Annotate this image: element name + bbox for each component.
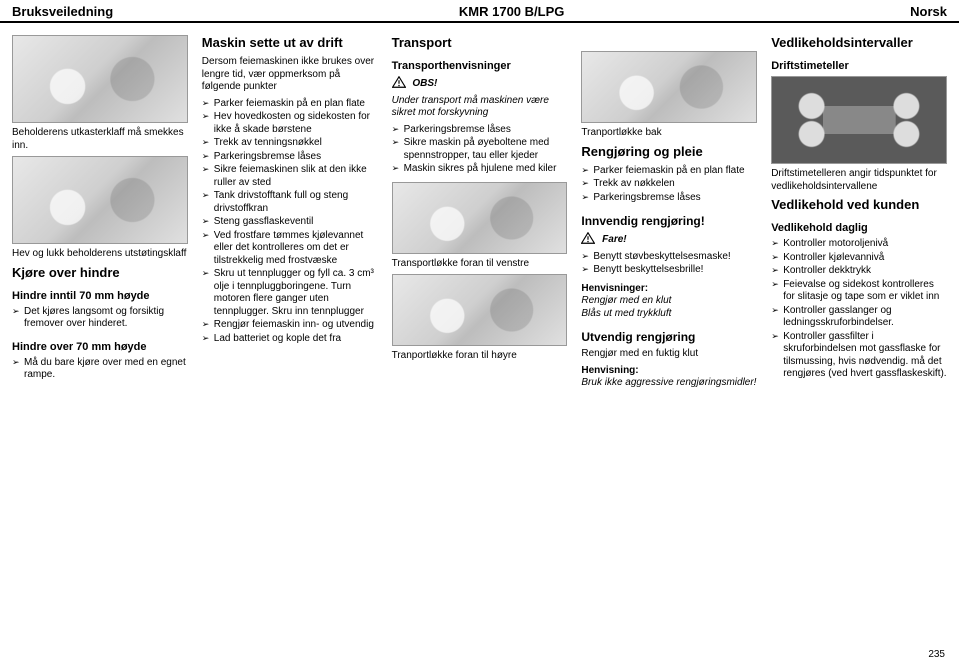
- list-item: Kontroller gassfilter i skruforbindelsen…: [771, 331, 947, 381]
- list-item: Rengjør feiemaskin inn- og utvendig: [202, 319, 378, 332]
- obs-text: Under transport må maskinen være sikret …: [392, 95, 568, 120]
- heading-daily: Vedlikehold daglig: [771, 222, 947, 234]
- col-2: Maskin sette ut av drift Dersom feiemask…: [202, 31, 378, 394]
- list-item: Sikre maskin på øyeboltene med spennstro…: [392, 137, 568, 162]
- col-1: Beholderens utkasterklaff må smekkes inn…: [12, 31, 188, 394]
- list-out-of-service: Parker feiemaskin på en plan flate Hev h…: [202, 98, 378, 346]
- page-body: Beholderens utkasterklaff må smekkes inn…: [0, 23, 959, 394]
- list-under70: Det kjøres langsomt og forsiktig fremove…: [12, 306, 188, 331]
- obs-line: OBS!: [392, 76, 568, 91]
- henv-line-1: Rengjør med en klut: [581, 295, 671, 306]
- list-item: Sikre feiemaskinen slik at den ikke rull…: [202, 164, 378, 189]
- image-loop-back: [581, 51, 757, 123]
- henv2-text: Bruk ikke aggressive rengjøringsmidler!: [581, 377, 756, 388]
- list-item: Parkeringsbremse låses: [202, 151, 378, 164]
- list-item: Ved frostfare tømmes kjølevannet eller d…: [202, 230, 378, 268]
- heading-drive-over: Kjøre over hindre: [12, 265, 188, 280]
- image-flap-1: [12, 35, 188, 123]
- list-item: Feievalse og sidekost kontrolleres for s…: [771, 279, 947, 304]
- list-item: Trekk av tenningsnøkkel: [202, 137, 378, 150]
- header-center: KMR 1700 B/LPG: [459, 4, 564, 19]
- obs-label: OBS!: [412, 78, 437, 89]
- caption-flap-2: Hev og lukk beholderens utstøtingsklaff: [12, 248, 188, 261]
- warning-icon: [581, 232, 595, 244]
- caption-loop-left: Transportløkke foran til venstre: [392, 258, 568, 271]
- heading-hour-meter: Driftstimeteller: [771, 60, 947, 72]
- heading-outer-clean: Utvendig rengjøring: [581, 330, 757, 344]
- page-header: Bruksveiledning KMR 1700 B/LPG Norsk: [0, 0, 959, 23]
- list-item: Kontroller motoroljenivå: [771, 238, 947, 251]
- col-4: Tranportløkke bak Rengjøring og pleie Pa…: [581, 31, 757, 394]
- list-daily: Kontroller motoroljenivå Kontroller kjøl…: [771, 238, 947, 381]
- list-item: Parker feiemaskin på en plan flate: [581, 165, 757, 178]
- caption-hour-meter: Driftstimetelleren angir tidspunktet for…: [771, 168, 947, 193]
- image-hour-meter-panel: [771, 76, 947, 164]
- heading-transport: Transport: [392, 35, 568, 50]
- list-item: Må du bare kjøre over med en egnet rampe…: [12, 357, 188, 382]
- outer-clean-text: Rengjør med en fuktig klut: [581, 348, 757, 361]
- list-item: Parkeringsbremse låses: [392, 124, 568, 137]
- image-loop-right: [392, 274, 568, 346]
- fare-line: Fare!: [581, 232, 757, 247]
- list-item: Trekk av nøkkelen: [581, 178, 757, 191]
- heading-out-of-service: Maskin sette ut av drift: [202, 35, 378, 50]
- list-item: Det kjøres langsomt og forsiktig fremove…: [12, 306, 188, 331]
- heading-under70: Hindre inntil 70 mm høyde: [12, 290, 188, 302]
- para-intro: Dersom feiemaskinen ikke brukes over len…: [202, 56, 378, 94]
- list-item: Parker feiemaskin på en plan flate: [202, 98, 378, 111]
- col-5: Vedlikeholdsintervaller Driftstimeteller…: [771, 31, 947, 394]
- list-item: Skru ut tennplugger og fyll ca. 3 cm³ ol…: [202, 268, 378, 318]
- henvisning-block: Henvisning: Bruk ikke aggressive rengjør…: [581, 365, 757, 390]
- list-item: Kontroller gasslanger og ledningsskrufor…: [771, 305, 947, 330]
- heading-over70: Hindre over 70 mm høyde: [12, 341, 188, 353]
- list-over70: Må du bare kjøre over med en egnet rampe…: [12, 357, 188, 382]
- heading-maint-customer: Vedlikehold ved kunden: [771, 197, 947, 212]
- list-item: Maskin sikres på hjulene med kiler: [392, 163, 568, 176]
- list-item: Hev hovedkosten og sidekosten for ikke å…: [202, 111, 378, 136]
- list-item: Kontroller dekktrykk: [771, 265, 947, 278]
- page-number: 235: [928, 649, 945, 660]
- henv-line-2: Blås ut med trykkluft: [581, 308, 671, 319]
- warning-icon: [392, 76, 406, 88]
- list-fare: Benytt støvbeskyttelsesmaske! Benytt bes…: [581, 251, 757, 277]
- list-item: Lad batteriet og kople det fra: [202, 333, 378, 346]
- image-loop-left: [392, 182, 568, 254]
- col-3: Transport Transporthenvisninger OBS! Und…: [392, 31, 568, 394]
- henv-label: Henvisninger:: [581, 283, 648, 294]
- heading-inner-clean: Innvendig rengjøring!: [581, 214, 757, 228]
- heading-transport-notes: Transporthenvisninger: [392, 60, 568, 72]
- image-flap-2: [12, 156, 188, 244]
- heading-cleaning: Rengjøring og pleie: [581, 144, 757, 159]
- caption-loop-back: Tranportløkke bak: [581, 127, 757, 140]
- list-item: Benytt beskyttelsesbrille!: [581, 264, 757, 277]
- list-cleaning-prep: Parker feiemaskin på en plan flate Trekk…: [581, 165, 757, 205]
- caption-loop-right: Tranportløkke foran til høyre: [392, 350, 568, 363]
- header-left: Bruksveiledning: [12, 4, 113, 19]
- fare-label: Fare!: [602, 234, 626, 245]
- caption-flap-1: Beholderens utkasterklaff må smekkes inn…: [12, 127, 188, 152]
- henv2-label: Henvisning:: [581, 365, 638, 376]
- list-item: Kontroller kjølevannivå: [771, 252, 947, 265]
- list-item: Parkeringsbremse låses: [581, 192, 757, 205]
- header-right: Norsk: [910, 4, 947, 19]
- list-item: Steng gassflaskeventil: [202, 216, 378, 229]
- list-item: Benytt støvbeskyttelsesmaske!: [581, 251, 757, 264]
- list-item: Tank drivstofftank full og steng drivsto…: [202, 190, 378, 215]
- heading-maint-intervals: Vedlikeholdsintervaller: [771, 35, 947, 50]
- list-transport: Parkeringsbremse låses Sikre maskin på ø…: [392, 124, 568, 176]
- henvisninger-block: Henvisninger: Rengjør med en klut Blås u…: [581, 283, 757, 321]
